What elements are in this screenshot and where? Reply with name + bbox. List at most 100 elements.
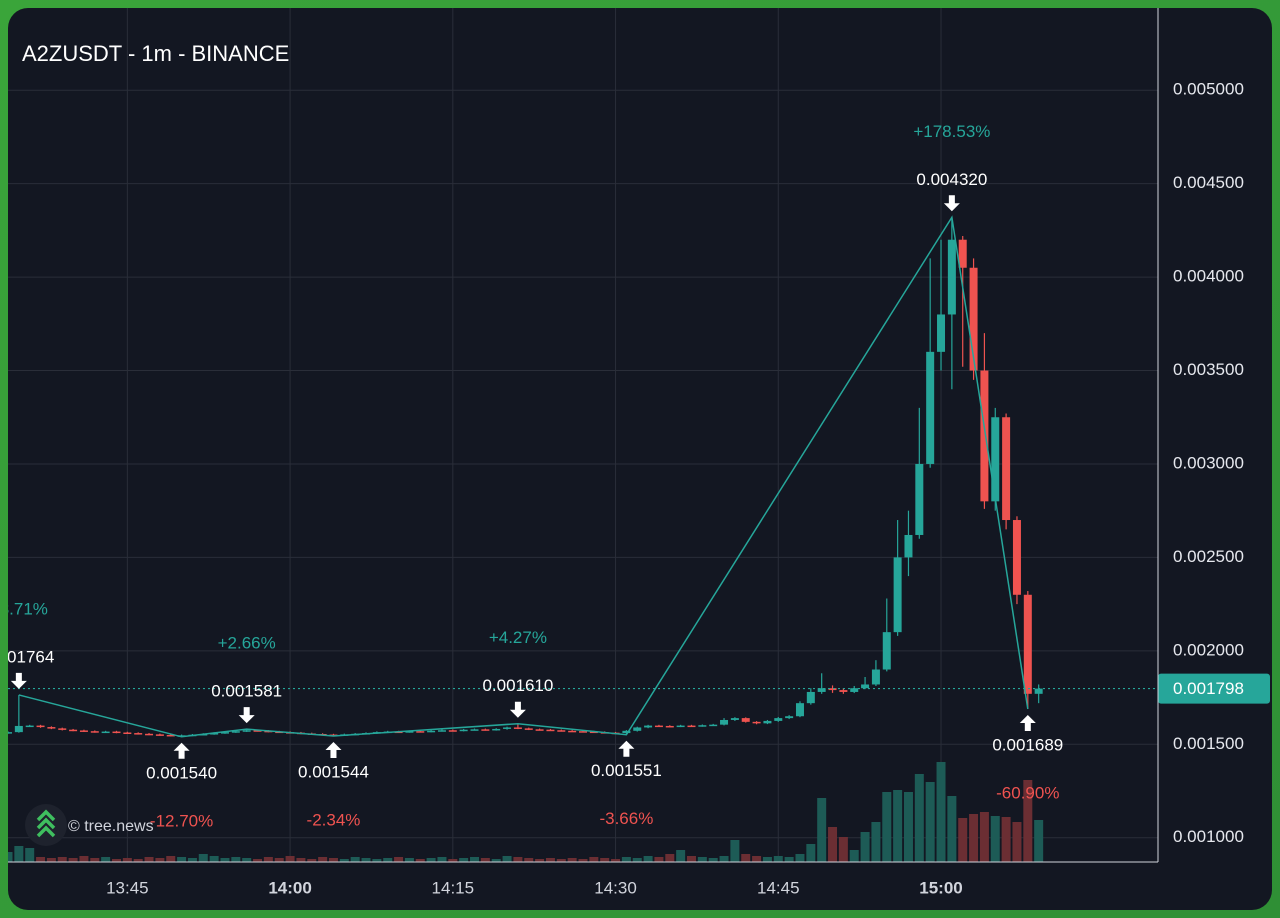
volume-bar bbox=[502, 856, 512, 862]
candle-body bbox=[741, 718, 750, 722]
volume-bar bbox=[828, 827, 838, 862]
candle-body bbox=[134, 733, 143, 735]
candle-body bbox=[513, 727, 522, 729]
volume-bar bbox=[697, 857, 707, 862]
y-tick-label: 0.002000 bbox=[1173, 640, 1244, 659]
volume-bar bbox=[404, 858, 414, 862]
volume-bar bbox=[535, 859, 545, 862]
candle-body bbox=[828, 688, 837, 691]
candle-body bbox=[253, 730, 262, 732]
volume-bar bbox=[589, 857, 599, 862]
volume-bar bbox=[925, 782, 935, 862]
candle-body bbox=[14, 725, 23, 733]
candle-body bbox=[969, 267, 978, 371]
volume-bar bbox=[556, 859, 566, 862]
arrow-down bbox=[238, 707, 255, 724]
y-tick-label: 0.004500 bbox=[1173, 173, 1244, 192]
candle-body bbox=[676, 725, 685, 728]
candle-body bbox=[709, 724, 718, 727]
candle-body bbox=[893, 557, 902, 633]
volume-bar bbox=[806, 844, 816, 862]
candle-body bbox=[242, 730, 251, 732]
candle-body bbox=[8, 732, 12, 734]
candle-body bbox=[665, 725, 674, 728]
volume-bar bbox=[773, 856, 783, 862]
candle-body bbox=[79, 730, 88, 732]
candle-body bbox=[1034, 688, 1043, 694]
candle-body bbox=[730, 718, 739, 720]
volume-bar bbox=[253, 859, 263, 862]
panel bbox=[8, 8, 1272, 910]
volume-bar bbox=[25, 848, 35, 862]
candle-body bbox=[850, 688, 859, 692]
candle-body bbox=[58, 728, 67, 730]
x-tick-label: 14:45 bbox=[757, 878, 800, 897]
volume-bar bbox=[784, 857, 794, 862]
volume-bar bbox=[578, 859, 588, 862]
candle-body bbox=[166, 734, 175, 737]
arrow-down bbox=[509, 701, 526, 718]
volume-bar bbox=[14, 846, 24, 862]
volume-bar bbox=[79, 856, 89, 862]
volume-bar bbox=[263, 857, 273, 862]
volume-bar bbox=[350, 857, 360, 862]
candle-body bbox=[47, 727, 56, 729]
volume-bar bbox=[372, 859, 382, 862]
x-tick-label: 13:45 bbox=[106, 878, 149, 897]
y-tick-label: 0.004000 bbox=[1173, 267, 1244, 286]
pivot-change: +2.66% bbox=[218, 634, 276, 653]
volume-bar bbox=[57, 857, 67, 862]
volume-bar bbox=[361, 858, 371, 862]
candle-body bbox=[210, 733, 219, 735]
volume-bar bbox=[979, 812, 989, 862]
logo bbox=[25, 804, 67, 846]
volume-bar bbox=[545, 858, 555, 862]
pivot-price: 0.004320 bbox=[916, 170, 987, 189]
volume-bar bbox=[730, 840, 740, 862]
candle-body bbox=[481, 729, 490, 731]
volume-bar bbox=[1012, 822, 1022, 862]
candle-body bbox=[1023, 594, 1032, 694]
volume-bar bbox=[133, 859, 143, 862]
logo-mark bbox=[36, 809, 56, 838]
x-tick-label: 14:30 bbox=[594, 878, 637, 897]
candle-body bbox=[231, 731, 240, 733]
candle-body bbox=[633, 727, 642, 731]
candle-body bbox=[492, 728, 501, 731]
candle-body bbox=[654, 725, 663, 728]
volume-bar bbox=[220, 858, 230, 862]
volume-bar bbox=[958, 818, 968, 862]
arrow-up bbox=[1019, 714, 1036, 731]
pivot-change: +178.53% bbox=[913, 122, 990, 141]
pivot-price: 0.001540 bbox=[146, 763, 217, 782]
volume-bar bbox=[969, 814, 979, 862]
candle-body bbox=[947, 239, 956, 315]
volume-bar bbox=[1023, 780, 1033, 862]
x-tick-label: 14:15 bbox=[432, 878, 475, 897]
volume-bar bbox=[144, 857, 154, 862]
candle-body bbox=[991, 417, 1000, 502]
candle-body bbox=[958, 239, 967, 268]
volume-bar bbox=[111, 859, 121, 862]
y-tick-label: 0.001000 bbox=[1173, 827, 1244, 846]
candle-body bbox=[155, 734, 164, 736]
candle-body bbox=[622, 730, 631, 734]
candle-body bbox=[882, 632, 891, 670]
candle-body bbox=[427, 730, 436, 733]
volume-bar bbox=[686, 856, 696, 862]
y-tick-label: 0.003000 bbox=[1173, 453, 1244, 472]
candle-body bbox=[752, 721, 761, 724]
candle-body bbox=[774, 718, 783, 721]
volume-bar bbox=[513, 857, 523, 862]
volume-bar bbox=[470, 857, 480, 862]
pivot-price: 0.001610 bbox=[482, 676, 553, 695]
volume-bar bbox=[448, 859, 458, 862]
volume-bar bbox=[394, 857, 404, 862]
volume-bar bbox=[274, 858, 284, 862]
chart-title: A2ZUSDT - 1m - BINANCE bbox=[22, 41, 289, 66]
volume-bar bbox=[567, 858, 577, 862]
volume-bar bbox=[611, 859, 621, 862]
pivot-price: 0.001689 bbox=[992, 735, 1063, 754]
candle-body bbox=[795, 703, 804, 717]
x-tick-label: 15:00 bbox=[919, 878, 962, 897]
